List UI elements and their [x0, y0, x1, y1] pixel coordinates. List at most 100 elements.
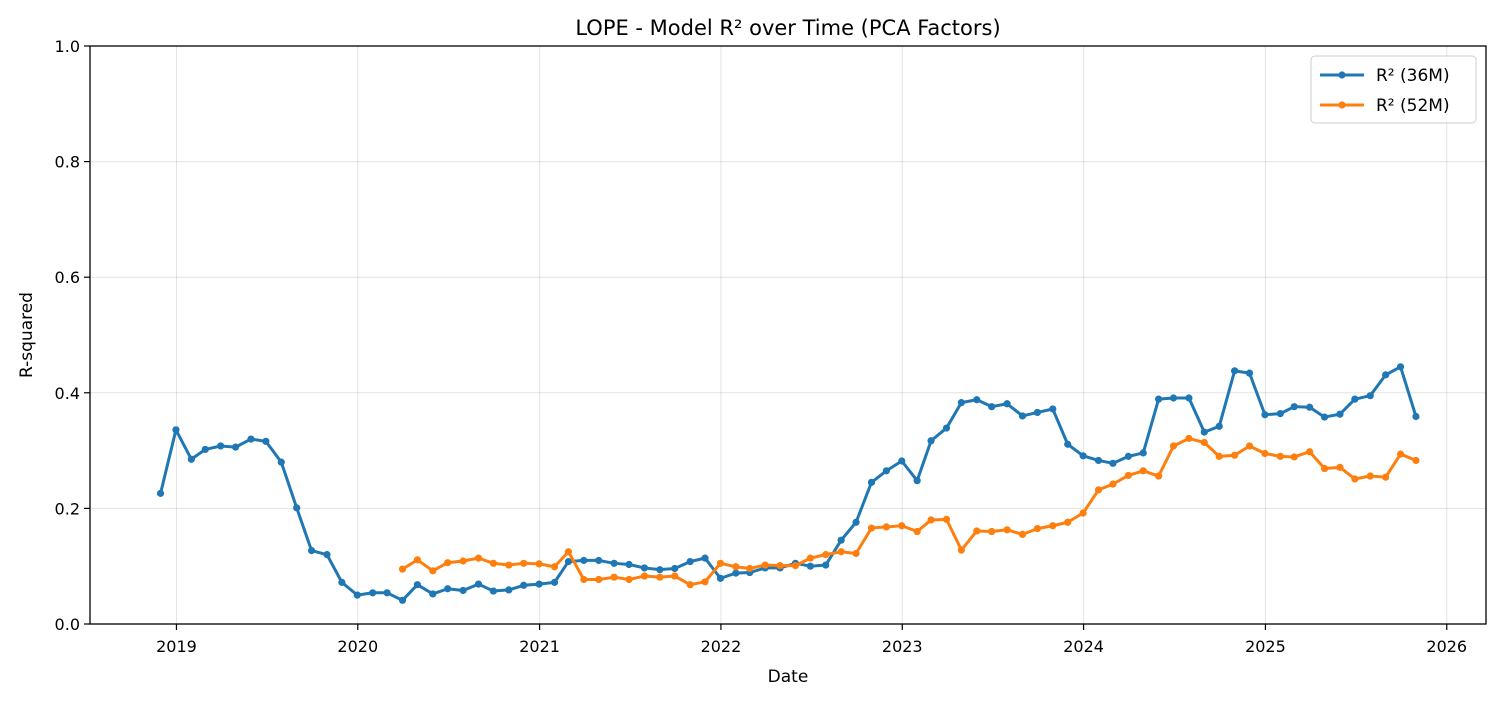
data-point: [882, 467, 890, 475]
data-point: [988, 403, 996, 411]
data-point: [1382, 371, 1390, 379]
y-tick-label: 0.8: [55, 153, 80, 172]
data-point: [474, 554, 483, 562]
data-point: [1003, 400, 1011, 408]
y-tick-label: 0.2: [55, 499, 80, 518]
data-point: [957, 546, 965, 554]
data-point: [1366, 472, 1374, 480]
data-point: [1169, 442, 1178, 450]
data-point: [564, 548, 573, 556]
data-point: [231, 443, 240, 451]
data-point: [1396, 450, 1405, 458]
data-point: [505, 586, 513, 594]
data-point: [822, 561, 830, 569]
data-point: [1064, 440, 1072, 448]
data-point: [1094, 456, 1103, 465]
data-point: [942, 515, 951, 523]
data-point: [1003, 526, 1011, 534]
data-point: [1215, 422, 1223, 430]
data-point: [806, 562, 814, 570]
data-point: [973, 527, 981, 535]
x-tick-label: 2020: [337, 637, 378, 656]
data-point: [822, 551, 830, 559]
data-point: [1412, 412, 1420, 421]
data-point: [1366, 392, 1374, 400]
data-point: [1290, 453, 1298, 461]
data-point: [580, 575, 588, 584]
data-point: [882, 523, 890, 531]
data-point: [1185, 394, 1193, 402]
data-point: [671, 572, 679, 580]
series-group: [156, 363, 1420, 604]
data-point: [927, 437, 935, 445]
data-point: [1155, 472, 1163, 480]
data-point: [1306, 448, 1314, 456]
data-point: [429, 590, 437, 598]
data-point: [474, 580, 483, 588]
data-point: [1245, 369, 1254, 377]
data-point: [247, 435, 255, 443]
data-point: [217, 442, 225, 450]
data-point: [732, 563, 740, 571]
data-point: [1412, 456, 1420, 465]
data-point: [1351, 475, 1359, 483]
data-point: [489, 587, 497, 595]
legend-label: R² (52M): [1376, 96, 1450, 116]
data-point: [957, 399, 965, 407]
data-point: [535, 580, 543, 588]
data-point: [564, 557, 573, 566]
data-point: [398, 596, 407, 604]
data-point: [489, 559, 497, 567]
data-point: [913, 527, 921, 536]
data-point: [595, 575, 603, 584]
data-point: [1079, 509, 1087, 517]
data-point: [429, 567, 437, 575]
data-point: [595, 556, 603, 565]
data-point: [791, 562, 800, 570]
data-point: [353, 591, 361, 599]
data-point: [867, 524, 876, 532]
data-point: [459, 557, 467, 565]
data-point: [1231, 451, 1239, 459]
data-point: [716, 574, 725, 582]
plot-frame: [89, 45, 1487, 625]
data-point: [444, 585, 452, 593]
data-point: [837, 536, 845, 544]
data-point: [1109, 480, 1117, 488]
data-point: [988, 527, 996, 536]
data-point: [307, 546, 316, 555]
data-point: [1320, 464, 1329, 473]
y-tick-label: 0.6: [55, 268, 80, 287]
data-point: [716, 559, 725, 567]
data-point: [942, 424, 951, 432]
x-tick-label: 2022: [701, 637, 742, 656]
data-point: [610, 559, 618, 567]
data-point: [550, 563, 559, 571]
data-point: [761, 561, 769, 569]
data-point: [262, 437, 270, 445]
data-point: [686, 581, 694, 589]
data-point: [656, 573, 664, 581]
data-point: [580, 556, 588, 565]
data-point: [701, 578, 709, 586]
data-point: [444, 559, 452, 567]
x-tick-label: 2023: [882, 637, 923, 656]
data-point: [837, 548, 845, 556]
data-point: [625, 560, 633, 569]
legend-label: R² (36M): [1376, 66, 1450, 86]
data-point: [656, 566, 664, 574]
data-point: [898, 457, 906, 465]
data-point: [927, 516, 935, 524]
data-point: [398, 565, 407, 573]
data-point: [535, 560, 543, 568]
data-point: [1094, 486, 1103, 494]
data-point: [1245, 442, 1254, 450]
data-point: [383, 589, 391, 597]
x-tick-label: 2019: [156, 637, 197, 656]
x-tick-label: 2024: [1063, 637, 1104, 656]
data-point: [520, 559, 528, 567]
data-point: [913, 477, 921, 485]
series-52m: [398, 434, 1420, 589]
data-point: [187, 455, 195, 463]
